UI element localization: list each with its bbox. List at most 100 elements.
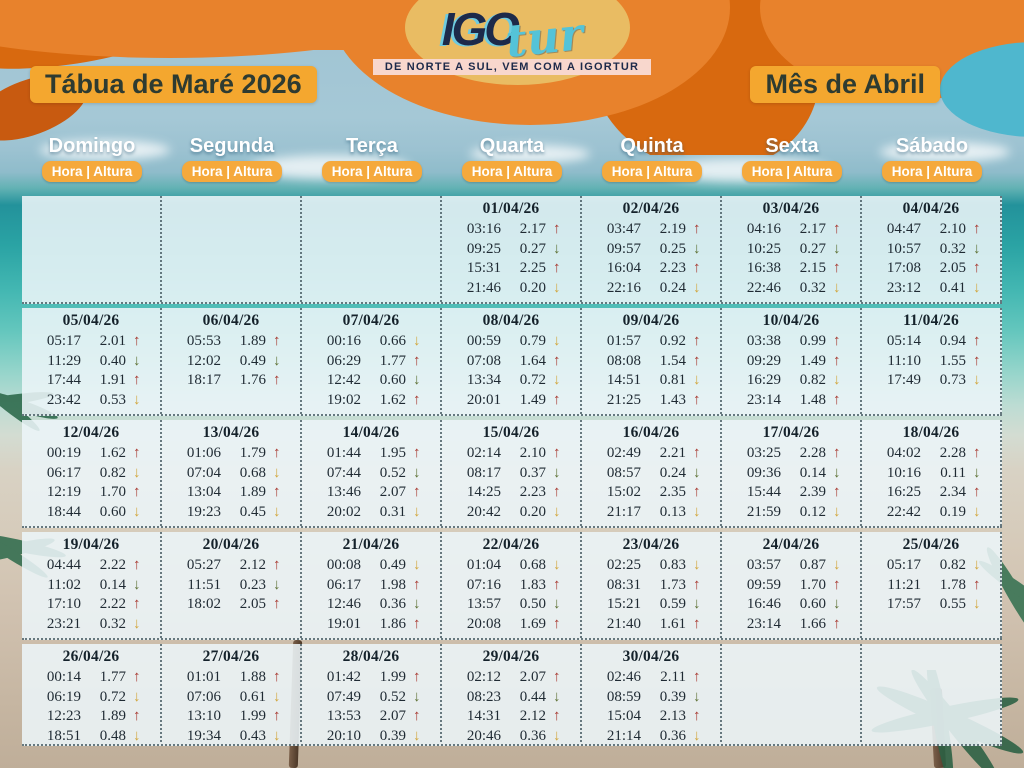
tide-time: 07:16 [466,576,501,593]
tide-arrow-down-icon: ↓ [553,333,561,349]
tide-arrow-up-icon: ↑ [973,576,981,593]
day-cell: 24/04/26 03:57 0.87 ↓ 09:59 1.70 ↑ 16:46 0.60 ↓ 23… [722,532,862,638]
tide-height: 0.87 [799,557,826,573]
tide-entry: 01:57 0.92 ↑ [582,332,720,352]
tide-arrow-up-icon: ↑ [133,372,141,388]
tide-height: 2.19 [659,221,686,237]
tide-arrow-down-icon: ↓ [413,372,421,388]
tide-time: 07:04 [186,464,221,481]
date-label: 24/04/26 [762,536,820,553]
tide-entry: 07:16 1.83 ↑ [442,576,580,596]
tide-arrow-up-icon: ↑ [553,484,561,500]
tide-height: 0.36 [659,727,686,744]
tide-entry: 02:14 2.10 ↑ [442,444,580,464]
date-label: 12/04/26 [62,424,120,441]
tide-height: 2.05 [239,596,266,612]
date-label: 25/04/26 [902,536,960,553]
tide-arrow-down-icon: ↓ [553,372,561,388]
tide-time: 16:04 [606,260,641,276]
tide-entry: 07:08 1.64 ↑ [442,352,580,372]
tide-time: 14:31 [466,708,501,724]
tide-time: 13:46 [326,484,361,500]
tide-time: 10:57 [886,240,921,257]
tide-height: 1.48 [799,391,826,408]
tide-arrow-up-icon: ↑ [833,445,841,461]
tide-entry: 17:08 2.05 ↑ [862,259,1000,279]
date-label: 15/04/26 [482,424,540,441]
tide-time: 03:25 [746,445,781,461]
tide-height: 1.95 [379,445,406,461]
tide-arrow-down-icon: ↓ [973,372,981,388]
tide-height: 0.81 [659,372,686,388]
tide-entry: 17:57 0.55 ↓ [862,595,1000,615]
tide-time: 18:51 [46,727,81,744]
tide-arrow-up-icon: ↑ [133,557,141,573]
tide-entry: 18:17 1.76 ↑ [162,371,300,391]
tide-time: 18:17 [186,372,221,388]
tide-height: 1.77 [379,352,406,369]
weekday-label: Sexta [765,135,819,157]
tide-time: 16:25 [886,484,921,500]
tide-height: 0.68 [239,464,266,481]
tide-arrow-down-icon: ↓ [133,576,141,593]
date-label: 18/04/26 [902,424,960,441]
tide-time: 13:53 [326,708,361,724]
tide-time: 00:59 [466,333,501,349]
tide-time: 15:04 [606,708,641,724]
tide-entry: 23:14 1.48 ↑ [722,391,860,411]
tide-time: 07:06 [186,688,221,705]
tide-height: 0.27 [519,240,546,257]
tide-height: 0.83 [659,557,686,573]
tide-time: 09:25 [466,240,501,257]
tide-entry: 08:57 0.24 ↓ [582,464,720,484]
tide-arrow-up-icon: ↑ [553,391,561,408]
tide-time: 08:57 [606,464,641,481]
tide-entry: 19:34 0.43 ↓ [162,727,300,745]
tide-height: 0.66 [379,333,406,349]
tide-entry: 12:02 0.49 ↓ [162,352,300,372]
tide-entry: 21:17 0.13 ↓ [582,503,720,523]
tide-arrow-up-icon: ↑ [553,445,561,461]
tide-height: 0.60 [799,596,826,612]
tide-height: 2.23 [659,260,686,276]
tide-arrow-up-icon: ↑ [273,596,281,612]
tide-time: 08:17 [466,464,501,481]
tide-entry: 09:57 0.25 ↓ [582,240,720,260]
tide-time: 15:21 [606,596,641,612]
tide-arrow-down-icon: ↓ [833,596,841,612]
tide-entry: 22:46 0.32 ↓ [722,279,860,299]
tide-arrow-up-icon: ↑ [133,445,141,461]
tide-height: 0.11 [940,464,966,481]
tide-time: 14:51 [606,372,641,388]
day-cell: 21/04/26 00:08 0.49 ↓ 06:17 1.98 ↑ 12:46 0.36 ↓ 19… [302,532,442,638]
tide-height: 2.35 [659,484,686,500]
tide-entry: 00:19 1.62 ↑ [22,444,160,464]
tide-time: 00:19 [46,445,81,461]
tide-time: 10:16 [886,464,921,481]
date-label: 21/04/26 [342,536,400,553]
tide-arrow-up-icon: ↑ [693,445,701,461]
tide-entry: 15:04 2.13 ↑ [582,707,720,727]
tide-entry: 16:25 2.34 ↑ [862,483,1000,503]
tide-list: 02:12 2.07 ↑ 08:23 0.44 ↓ 14:31 2.12 ↑ 20:46 0.36 ↓ [442,668,580,744]
tide-entry: 23:12 0.41 ↓ [862,279,1000,299]
tide-height: 0.44 [519,688,546,705]
tide-list: 05:17 2.01 ↑ 11:29 0.40 ↓ 17:44 1.91 ↑ 23:42 0.53 ↓ [22,332,160,410]
tide-entry: 16:04 2.23 ↑ [582,259,720,279]
date-label: 03/04/26 [762,200,820,217]
tide-list: 01:01 1.88 ↑ 07:06 0.61 ↓ 13:10 1.99 ↑ 19:34 0.43 ↓ [162,668,300,745]
tide-time: 12:46 [326,596,361,612]
tide-entry: 03:16 2.17 ↑ [442,220,580,240]
tide-time: 12:42 [326,372,361,388]
tide-arrow-up-icon: ↑ [833,352,841,369]
tide-arrow-up-icon: ↑ [413,445,421,461]
tide-entry: 17:10 2.22 ↑ [22,595,160,615]
tide-time: 00:14 [46,669,81,685]
week-row: 12/04/26 00:19 1.62 ↑ 06:17 0.82 ↓ 12:19 1.70 ↑ 18… [22,420,1002,528]
week-row: 01/04/26 03:16 2.17 ↑ 09:25 0.27 ↓ 15:31 2.25 ↑ 21… [22,196,1002,304]
tide-entry: 02:46 2.11 ↑ [582,668,720,688]
tide-height: 1.88 [239,669,266,685]
tide-entry: 19:23 0.45 ↓ [162,503,300,523]
tide-entry: 00:14 1.77 ↑ [22,668,160,688]
tide-entry: 15:31 2.25 ↑ [442,259,580,279]
